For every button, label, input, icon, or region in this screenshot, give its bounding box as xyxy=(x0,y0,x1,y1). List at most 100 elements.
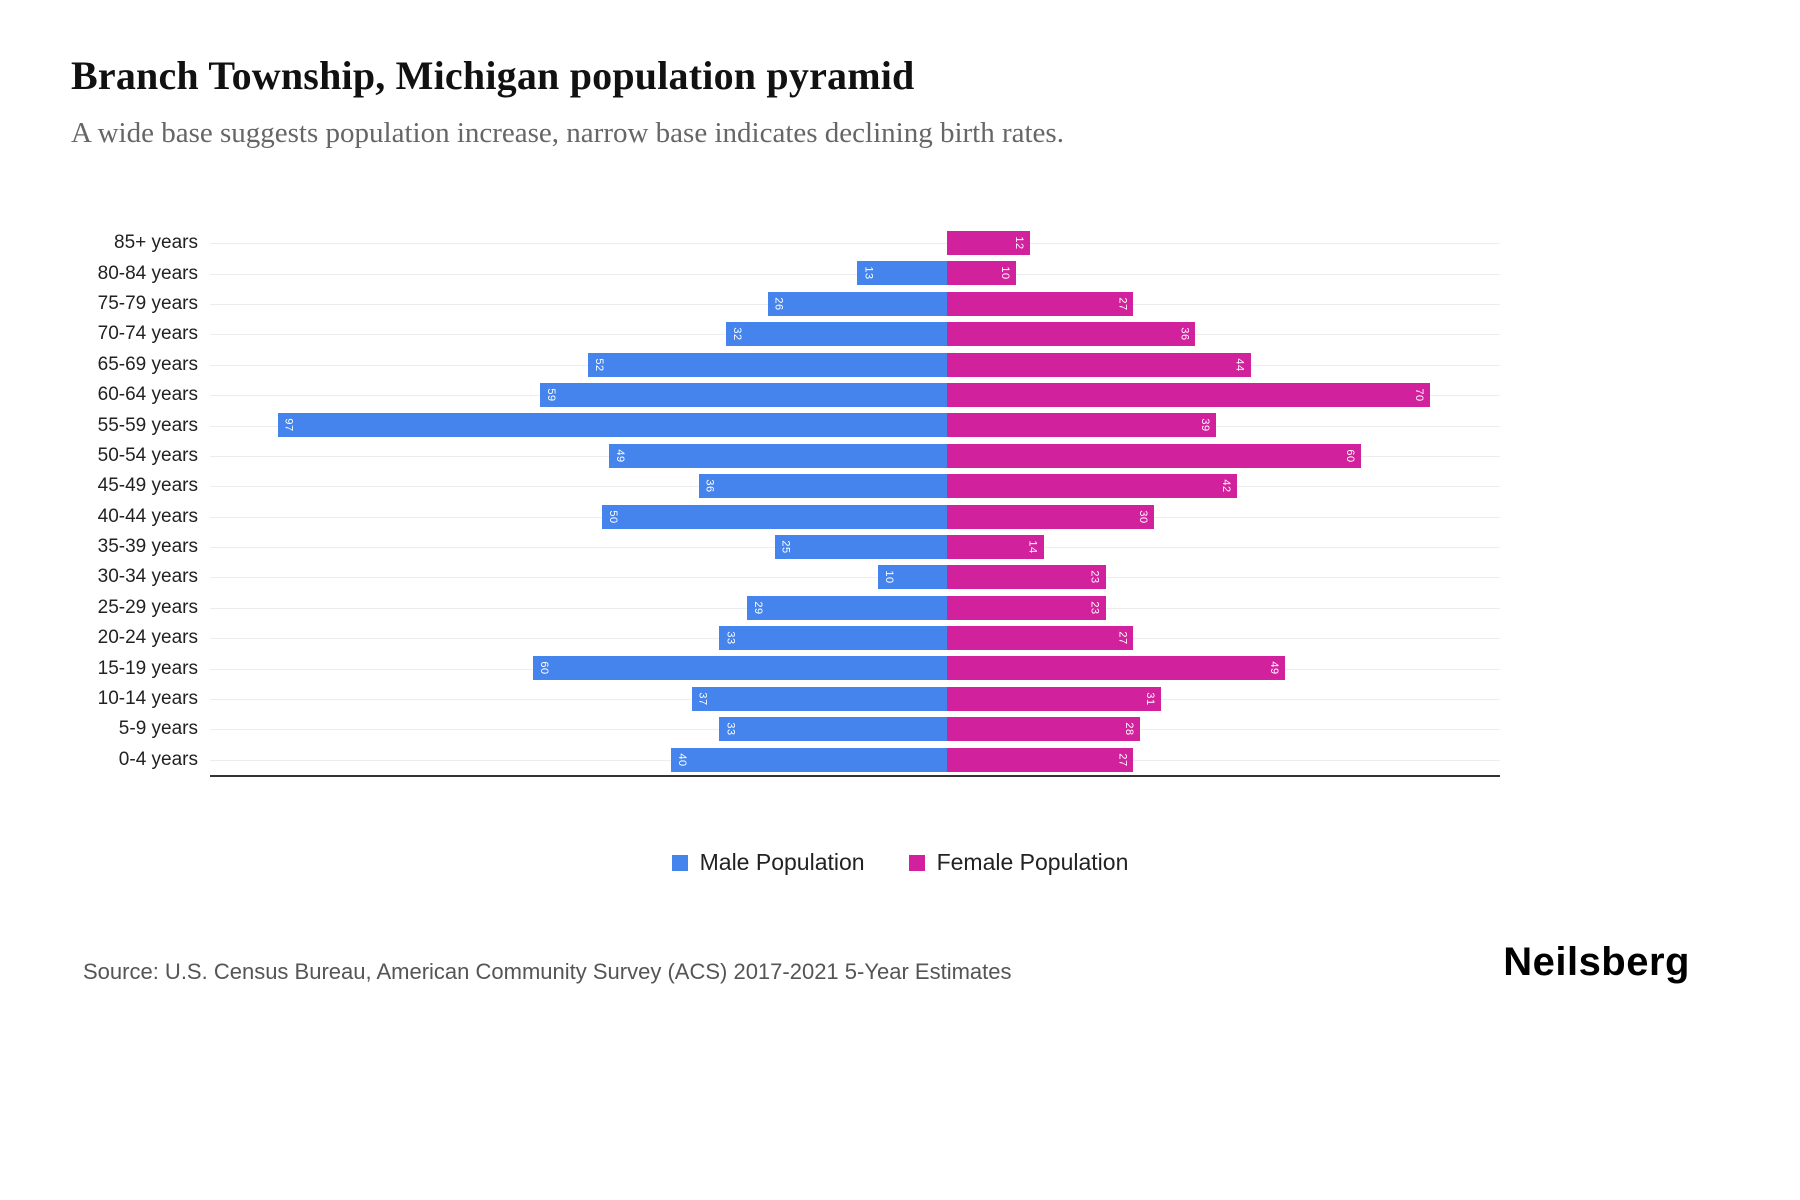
pyramid-row: 40-44 years 50 30 xyxy=(0,502,1800,532)
female-bar-value: 49 xyxy=(1268,661,1281,676)
female-bar-value: 10 xyxy=(999,266,1011,281)
pyramid-row: 50-54 years 49 60 xyxy=(0,441,1800,471)
male-bar-value: 33 xyxy=(724,631,737,645)
female-bar-value: 12 xyxy=(1012,236,1025,250)
source-attribution: Source: U.S. Census Bureau, American Com… xyxy=(83,959,1012,984)
female-bar-value: 39 xyxy=(1199,418,1212,432)
male-bar[interactable]: 37 xyxy=(691,686,947,711)
row-bar-area: 33 28 xyxy=(210,714,1500,744)
row-bar-area: 25 14 xyxy=(210,532,1500,562)
pyramid-row: 70-74 years 32 36 xyxy=(0,319,1800,349)
male-bar-value: 25 xyxy=(779,540,792,554)
neilsberg-logo: Neilsberg xyxy=(1503,940,1690,984)
age-group-label: 60-64 years xyxy=(97,384,198,406)
male-bar-value: 50 xyxy=(607,509,619,524)
age-group-label: 70-74 years xyxy=(97,323,198,345)
gridline xyxy=(210,243,1500,245)
female-bar[interactable]: 31 xyxy=(947,686,1161,711)
female-bar-value: 30 xyxy=(1137,509,1149,524)
legend-item-female: Female Population xyxy=(908,849,1129,876)
male-bar[interactable]: 33 xyxy=(719,717,947,742)
male-bar[interactable]: 50 xyxy=(602,504,947,529)
female-bar[interactable]: 28 xyxy=(947,717,1141,742)
male-bar[interactable]: 36 xyxy=(698,474,947,499)
chart-header: Branch Township, Michigan population pyr… xyxy=(0,0,1800,150)
female-legend-swatch-icon xyxy=(908,854,925,871)
x-axis-line xyxy=(210,775,1500,778)
female-legend-label: Female Population xyxy=(936,849,1129,876)
female-bar-value: 23 xyxy=(1088,601,1101,615)
male-bar-value: 60 xyxy=(538,661,550,676)
female-bar[interactable]: 30 xyxy=(947,504,1154,529)
row-bar-area: 33 27 xyxy=(210,623,1500,653)
gridline xyxy=(210,273,1500,275)
male-bar[interactable]: 29 xyxy=(746,595,947,620)
male-bar-value: 33 xyxy=(724,722,737,736)
age-group-label: 45-49 years xyxy=(97,475,198,497)
female-bar-value: 44 xyxy=(1233,357,1246,372)
male-bar-value: 59 xyxy=(544,388,557,402)
female-bar-value: 27 xyxy=(1116,631,1129,645)
male-bar[interactable]: 97 xyxy=(277,413,947,438)
row-bar-area: 52 44 xyxy=(210,350,1500,380)
male-bar[interactable]: 60 xyxy=(533,656,947,681)
age-group-label: 20-24 years xyxy=(97,627,198,649)
male-bar[interactable]: 40 xyxy=(671,747,947,772)
male-bar[interactable]: 52 xyxy=(588,352,947,377)
pyramid-row: 75-79 years 26 27 xyxy=(0,289,1800,319)
female-bar[interactable]: 23 xyxy=(947,595,1106,620)
age-group-label: 85+ years xyxy=(114,232,198,254)
population-pyramid-chart: 85+ years 12 80-84 years 13 10 75-79 years 26 2… xyxy=(0,228,1800,778)
male-bar-value: 49 xyxy=(613,449,626,463)
female-bar[interactable]: 10 xyxy=(947,261,1016,286)
pyramid-row: 35-39 years 25 14 xyxy=(0,532,1800,562)
row-bar-area: 32 36 xyxy=(210,319,1500,349)
female-bar-value: 27 xyxy=(1116,297,1129,311)
pyramid-row: 60-64 years 59 70 xyxy=(0,380,1800,410)
age-group-label: 0-4 years xyxy=(118,748,198,770)
male-bar[interactable]: 49 xyxy=(608,443,947,468)
pyramid-row: 65-69 years 52 44 xyxy=(0,350,1800,380)
female-bar[interactable]: 36 xyxy=(947,322,1196,347)
male-legend-label: Male Population xyxy=(699,849,865,876)
male-bar[interactable]: 59 xyxy=(539,382,947,407)
male-bar-value: 10 xyxy=(883,570,895,584)
female-bar[interactable]: 60 xyxy=(947,443,1361,468)
female-bar[interactable]: 42 xyxy=(947,474,1237,499)
female-bar-value: 23 xyxy=(1088,570,1101,584)
male-bar-value: 40 xyxy=(676,753,688,767)
male-bar-value: 37 xyxy=(696,692,709,706)
female-bar[interactable]: 39 xyxy=(947,413,1217,438)
female-bar-value: 42 xyxy=(1219,479,1232,493)
male-bar-value: 32 xyxy=(731,327,744,341)
row-bar-area: 29 23 xyxy=(210,593,1500,623)
male-bar[interactable]: 10 xyxy=(878,565,947,590)
chart-legend: Male Population Female Population xyxy=(0,849,1800,876)
female-bar[interactable]: 23 xyxy=(947,565,1106,590)
female-bar[interactable]: 12 xyxy=(947,231,1030,255)
pyramid-row: 10-14 years 37 31 xyxy=(0,684,1800,714)
female-bar[interactable]: 49 xyxy=(947,656,1286,681)
female-bar-value: 28 xyxy=(1123,722,1136,736)
pyramid-row: 80-84 years 13 10 xyxy=(0,258,1800,288)
row-bar-area: 40 27 xyxy=(210,745,1500,775)
pyramid-row: 85+ years 12 xyxy=(0,228,1800,258)
legend-item-male: Male Population xyxy=(671,849,865,876)
female-bar[interactable]: 14 xyxy=(947,534,1044,559)
female-bar[interactable]: 27 xyxy=(947,747,1134,772)
pyramid-row: 0-4 years 40 27 xyxy=(0,745,1800,775)
male-bar[interactable]: 32 xyxy=(726,322,947,347)
female-bar[interactable]: 44 xyxy=(947,352,1251,377)
male-legend-swatch-icon xyxy=(671,854,688,871)
pyramid-row: 45-49 years 36 42 xyxy=(0,471,1800,501)
male-bar[interactable]: 33 xyxy=(719,626,947,651)
female-bar[interactable]: 70 xyxy=(947,382,1430,407)
female-bar[interactable]: 27 xyxy=(947,626,1134,651)
male-bar[interactable]: 26 xyxy=(767,291,947,316)
female-bar-value: 27 xyxy=(1116,753,1129,767)
female-bar[interactable]: 27 xyxy=(947,291,1134,316)
male-bar[interactable]: 13 xyxy=(857,261,947,286)
row-bar-area: 13 10 xyxy=(210,258,1500,288)
male-bar[interactable]: 25 xyxy=(774,534,947,559)
age-group-label: 10-14 years xyxy=(97,688,198,710)
